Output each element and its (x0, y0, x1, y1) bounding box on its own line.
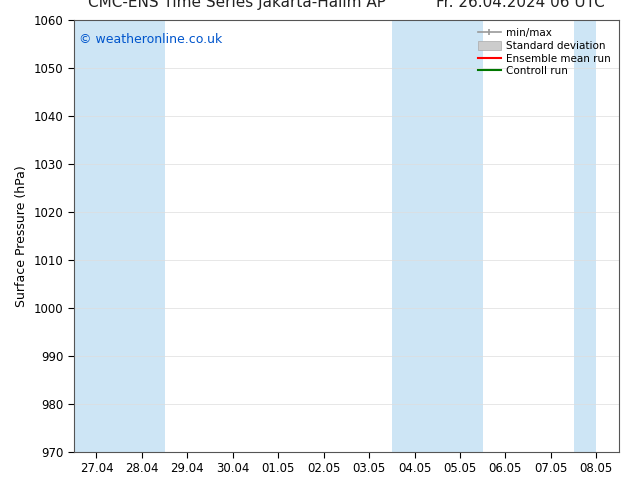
Text: CMC-ENS Time Series Jakarta-Halim AP: CMC-ENS Time Series Jakarta-Halim AP (88, 0, 386, 10)
Bar (392, 20, 482, 452)
Text: © weatheronline.co.uk: © weatheronline.co.uk (79, 33, 223, 46)
Bar (74, 20, 165, 452)
Bar (574, 20, 597, 452)
Legend: min/max, Standard deviation, Ensemble mean run, Controll run: min/max, Standard deviation, Ensemble me… (475, 25, 614, 79)
Y-axis label: Surface Pressure (hPa): Surface Pressure (hPa) (15, 165, 28, 307)
Text: Fr. 26.04.2024 06 UTC: Fr. 26.04.2024 06 UTC (436, 0, 605, 10)
